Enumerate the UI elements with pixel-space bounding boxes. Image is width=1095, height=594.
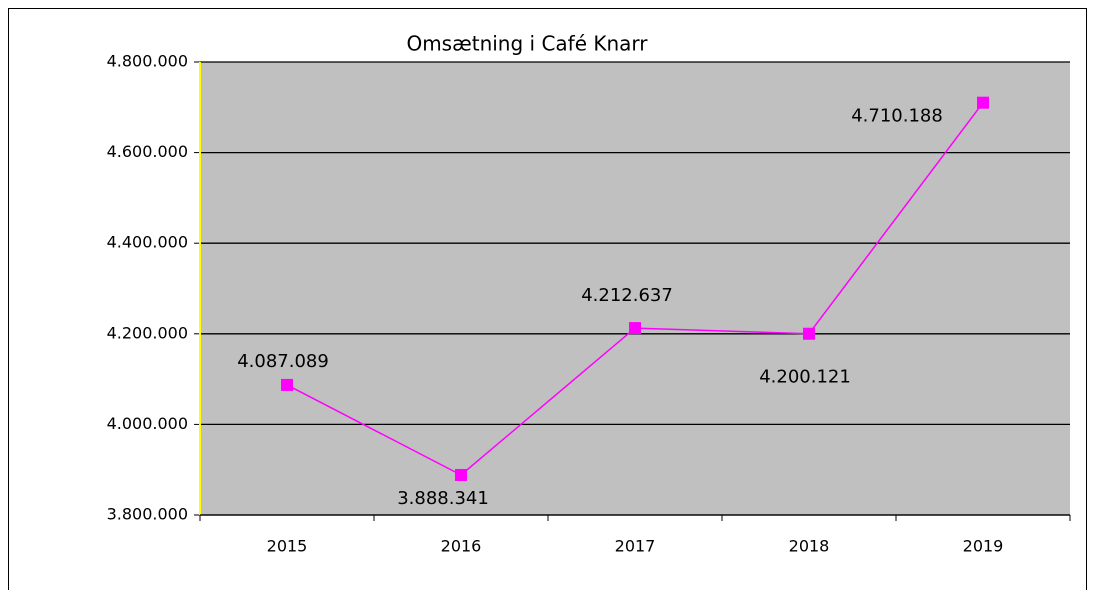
data-label: 3.888.341	[397, 488, 489, 509]
data-label: 4.710.188	[851, 106, 943, 127]
y-tick-label: 4.200.000	[107, 323, 188, 342]
y-tick-label: 4.000.000	[107, 414, 188, 433]
x-tick-label: 2015	[267, 537, 308, 556]
chart-title: Omsætning i Café Knarr	[406, 32, 648, 56]
data-point	[281, 378, 293, 391]
data-point	[629, 322, 641, 335]
data-label: 4.200.121	[759, 367, 851, 388]
data-point	[977, 96, 989, 109]
y-tick-label: 4.600.000	[107, 142, 188, 161]
y-tick-label: 4.400.000	[107, 233, 188, 252]
x-tick-label: 2018	[789, 537, 830, 556]
y-tick-label: 4.800.000	[107, 52, 188, 71]
x-tick-label: 2019	[963, 537, 1004, 556]
data-label: 4.212.637	[581, 285, 673, 306]
x-tick-label: 2016	[441, 537, 482, 556]
data-label: 4.087.089	[237, 351, 329, 372]
y-tick-label: 3.800.000	[107, 505, 188, 524]
plot-area	[200, 62, 1070, 515]
x-tick-label: 2017	[615, 537, 656, 556]
data-point	[803, 327, 815, 340]
data-point	[455, 468, 467, 481]
